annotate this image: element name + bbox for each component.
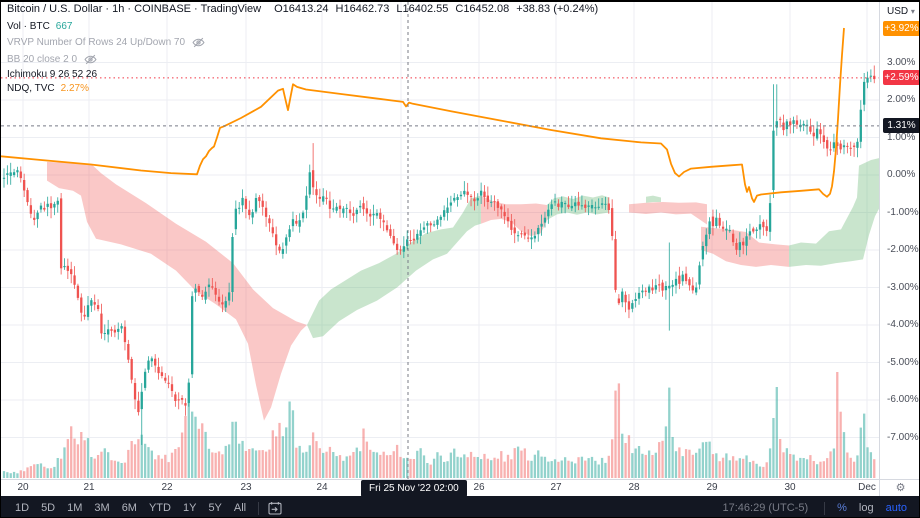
chevron-down-icon: ▾ [910,7,915,16]
time-tick-label: 20 [17,482,29,493]
toolbar-divider [258,501,260,515]
gear-icon[interactable]: ⚙ [895,482,906,494]
price-tick-label: -6.00% [887,394,919,405]
range-1m[interactable]: 1M [67,502,83,514]
range-5d[interactable]: 5D [41,502,56,514]
vrvp-label: VRVP Number Of Rows 24 Up/Down 70 [7,36,186,48]
eye-hidden-icon[interactable] [192,36,205,49]
price-tick-label: 3.00% [887,56,916,68]
time-tick-label: 28 [628,482,640,493]
volume-value: 667 [55,21,73,32]
ichimoku-label: Ichimoku 9 26 52 26 [7,69,98,80]
range-1d[interactable]: 1D [15,502,30,514]
toolbar-divider [824,501,826,515]
ndq-value: 2.27% [60,83,89,94]
currency-label: USD [887,6,909,17]
price-tick-label: -1.00% [887,206,919,218]
price-tick-label: -5.00% [887,356,919,368]
time-tick-label: 26 [473,482,485,493]
price-tick-label: -2.00% [887,244,919,255]
session-clock[interactable]: 17:46:29 (UTC-5) [722,502,809,514]
ohlc-change: +38.83 (+0.24%) [516,3,599,15]
crosshair-time-tooltip: Fri 25 Nov '22 02:00 [361,480,467,497]
volume-label: Vol · BTC [7,21,50,32]
percent-scale-toggle[interactable]: % [837,502,847,514]
range-all[interactable]: All [233,502,247,514]
symbol-title: Bitcoin / U.S. Dollar · 1h · COINBASE · … [7,3,262,15]
legend-item-vrvp[interactable]: VRVP Number Of Rows 24 Up/Down 70 [7,36,601,49]
time-tick-label: 21 [83,482,95,493]
time-tick-label: 27 [550,482,562,493]
ohlc-close: C16452.08 [455,3,510,15]
chart-canvas[interactable] [1,2,879,479]
time-tick-label: 24 [316,482,328,493]
axis-settings-corner[interactable]: ⚙ [879,479,919,496]
crosshair-price-badge: 1.31% [883,118,919,134]
legend-item-volume[interactable]: Vol · BTC 667 [7,22,601,32]
currency-selector[interactable]: USD ▾ [880,2,919,17]
auto-scale-toggle[interactable]: auto [885,502,907,514]
range-3m[interactable]: 3M [94,502,110,514]
time-tick-label: 29 [706,482,718,493]
ndq-value-badge: +3.92% [883,20,919,36]
legend-item-ndq[interactable]: NDQ, TVC 2.27% [7,84,601,94]
range-5y[interactable]: 5Y [208,502,222,514]
log-scale-toggle[interactable]: log [858,502,874,514]
time-axis[interactable]: 20 21 22 23 24 26 27 28 29 30 Dec Fri 25 Nov '22 0… [1,479,879,497]
price-tick-label: 2.00% [887,94,916,105]
time-tick-label: 30 [784,482,796,493]
last-price-badge: +2.59% [883,70,919,86]
range-6m[interactable]: 6M [121,502,137,514]
goto-date-icon[interactable] [267,500,283,516]
time-tick-label: 23 [240,482,252,493]
price-axis[interactable]: USD ▾ 3.00% 2.00% 1.00% 0.00% -1.00% -2.00% -3… [879,2,919,496]
price-tick-label: 0.00% [887,169,916,180]
ohlc-high: H16462.73 [335,3,390,15]
legend-item-ichimoku[interactable]: Ichimoku 9 26 52 26 [7,70,601,80]
range-ytd[interactable]: YTD [148,502,171,514]
chart-pane[interactable]: Bitcoin / U.S. Dollar · 1h · COINBASE · … [1,2,879,479]
time-tick-label: 22 [161,482,173,493]
price-tick-label: -4.00% [887,319,919,330]
symbol-header-row[interactable]: Bitcoin / U.S. Dollar · 1h · COINBASE · … [7,4,601,15]
eye-hidden-icon[interactable] [84,53,97,66]
range-1y[interactable]: 1Y [182,502,197,514]
legend-item-bb[interactable]: BB 20 close 2 0 [7,53,601,66]
bottom-toolbar: 1D 5D 1M 3M 6M YTD 1Y 5Y All 17:46:29 (U… [1,496,919,517]
price-tick-label: -7.00% [887,431,919,443]
chart-legend: Bitcoin / U.S. Dollar · 1h · COINBASE · … [7,4,601,98]
price-tick-label: -3.00% [887,281,919,293]
ndq-label: NDQ, TVC [7,83,55,94]
ohlc-low: L16402.55 [396,3,449,15]
bb-label: BB 20 close 2 0 [7,53,78,65]
time-tick-label: Dec [858,482,876,493]
ohlc-open: O16413.24 [274,3,329,15]
price-tick-label: 1.00% [887,131,916,143]
